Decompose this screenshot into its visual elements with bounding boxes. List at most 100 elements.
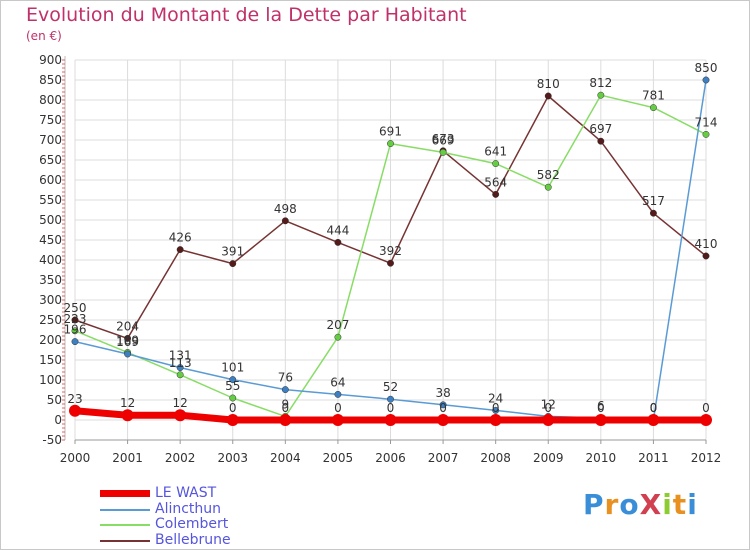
data-point <box>69 404 81 417</box>
y-tick-label: 850 <box>39 73 62 87</box>
data-point <box>439 401 447 409</box>
y-tick-label: 800 <box>39 93 62 107</box>
data-point <box>334 238 342 246</box>
data-label: 781 <box>642 89 665 103</box>
legend-swatch <box>100 524 150 526</box>
data-label: 810 <box>537 77 560 91</box>
legend-label: Bellebrune <box>155 531 231 548</box>
chart-subtitle: (en €) <box>26 29 62 43</box>
data-point <box>334 333 342 341</box>
data-label: 641 <box>484 145 507 159</box>
data-point <box>71 316 79 324</box>
data-label: 196 <box>64 323 87 337</box>
data-point <box>176 371 184 379</box>
data-label: 0 <box>492 401 500 415</box>
data-label: 669 <box>432 133 455 147</box>
data-point <box>176 364 184 372</box>
y-tick-label: 50 <box>47 393 62 407</box>
data-point <box>387 395 394 403</box>
legend-swatch <box>100 539 150 542</box>
data-label: 9 <box>282 397 290 411</box>
data-label: 52 <box>383 380 398 394</box>
data-point <box>544 183 552 191</box>
data-label: 498 <box>274 202 297 216</box>
data-point <box>649 209 657 217</box>
y-tick-label: 300 <box>39 293 62 307</box>
data-label: 12 <box>541 397 556 411</box>
y-tick-label: 500 <box>39 213 62 227</box>
data-point <box>492 406 500 414</box>
data-label: 76 <box>278 371 293 385</box>
y-tick-label: 200 <box>39 333 62 347</box>
data-point <box>489 414 502 426</box>
data-point <box>437 414 450 426</box>
data-label: 12 <box>120 396 135 410</box>
data-point <box>700 414 712 426</box>
data-label: 113 <box>169 356 192 370</box>
data-label: 204 <box>116 319 139 333</box>
data-label: 426 <box>169 231 192 245</box>
y-tick-label: 400 <box>39 253 62 267</box>
logo-letter: o <box>619 488 640 521</box>
x-tick-label: 2005 <box>323 451 354 465</box>
data-label: 0 <box>544 401 552 415</box>
y-tick-label: 250 <box>39 313 62 327</box>
data-label: 169 <box>116 333 139 347</box>
data-label: 55 <box>225 379 240 393</box>
data-label: 850 <box>695 61 718 75</box>
data-point <box>229 376 237 384</box>
data-label: 673 <box>432 132 455 146</box>
y-tick-label: 700 <box>39 133 62 147</box>
data-label: 12 <box>173 396 188 410</box>
data-point <box>492 190 500 198</box>
data-label: 564 <box>484 175 507 189</box>
data-point <box>647 414 660 426</box>
data-point <box>124 334 132 342</box>
data-point <box>71 338 79 346</box>
data-label: 169 <box>116 335 139 349</box>
data-point <box>71 327 79 335</box>
data-label: 0 <box>282 401 290 415</box>
data-label: 0 <box>439 401 447 415</box>
data-point <box>702 76 710 84</box>
data-point <box>492 160 500 168</box>
data-label: 64 <box>330 375 345 389</box>
logo-letter: P <box>583 488 605 521</box>
data-point <box>281 217 289 225</box>
data-label: 0 <box>702 401 710 415</box>
y-tick-label: 750 <box>39 113 62 127</box>
data-label: 101 <box>221 361 244 375</box>
data-label: 391 <box>221 245 244 259</box>
data-point <box>331 414 344 426</box>
data-label: 38 <box>435 386 450 400</box>
x-tick-label: 2011 <box>638 451 669 465</box>
data-point <box>279 414 292 426</box>
legend-label: Colembert <box>155 516 229 532</box>
data-point <box>281 386 289 394</box>
x-tick-label: 2009 <box>533 451 564 465</box>
x-tick-label: 2004 <box>270 451 301 465</box>
logo-letter: r <box>604 488 620 521</box>
data-label: 697 <box>589 122 612 136</box>
x-tick-label: 2010 <box>586 451 617 465</box>
data-label: 24 <box>488 391 503 405</box>
data-point <box>597 91 605 99</box>
data-point <box>229 260 237 268</box>
y-tick-label: 550 <box>39 193 62 207</box>
data-point <box>387 259 394 267</box>
data-point <box>121 409 134 422</box>
x-tick-label: 2006 <box>375 451 406 465</box>
data-point <box>334 390 342 398</box>
data-label: 0 <box>334 401 342 415</box>
data-point <box>702 130 710 138</box>
legend-label: LE WAST <box>155 485 217 501</box>
y-tick-label: 350 <box>39 273 62 287</box>
x-tick-label: 2003 <box>217 451 248 465</box>
data-label: 392 <box>379 244 402 258</box>
x-tick-label: 2000 <box>60 451 91 465</box>
data-point <box>174 409 187 422</box>
data-point <box>226 414 239 426</box>
x-tick-label: 2008 <box>480 451 511 465</box>
